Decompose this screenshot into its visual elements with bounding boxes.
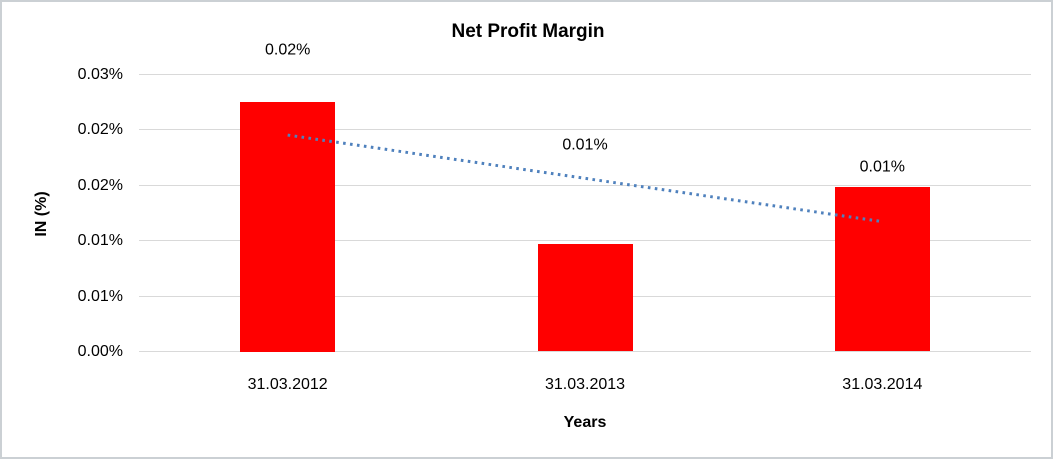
y-tick-label: 0.01% (77, 287, 123, 305)
gridline (139, 129, 1031, 130)
data-label: 0.01% (859, 158, 906, 176)
gridline (139, 351, 1031, 352)
x-axis-title: Years (563, 414, 607, 431)
bar (240, 101, 336, 352)
y-tick-label: 0.00% (77, 343, 123, 360)
data-label: 0.02% (264, 41, 311, 59)
bar (834, 187, 930, 352)
x-category-label: 31.03.2014 (842, 376, 923, 393)
chart-title: Net Profit Margin (451, 21, 605, 42)
bar (537, 243, 633, 352)
x-category-label: 31.03.2013 (544, 376, 626, 393)
gridline (139, 73, 1031, 75)
gridline (139, 240, 1031, 241)
y-tick-label: 0.02% (77, 121, 123, 138)
y-tick-label: 0.03% (77, 65, 123, 83)
y-tick-label: 0.02% (77, 176, 123, 194)
y-axis-title: IN (%) (33, 191, 50, 237)
data-label: 0.01% (562, 136, 608, 154)
y-tick-label: 0.01% (77, 232, 123, 249)
x-category-label: 31.03.2012 (247, 376, 328, 393)
